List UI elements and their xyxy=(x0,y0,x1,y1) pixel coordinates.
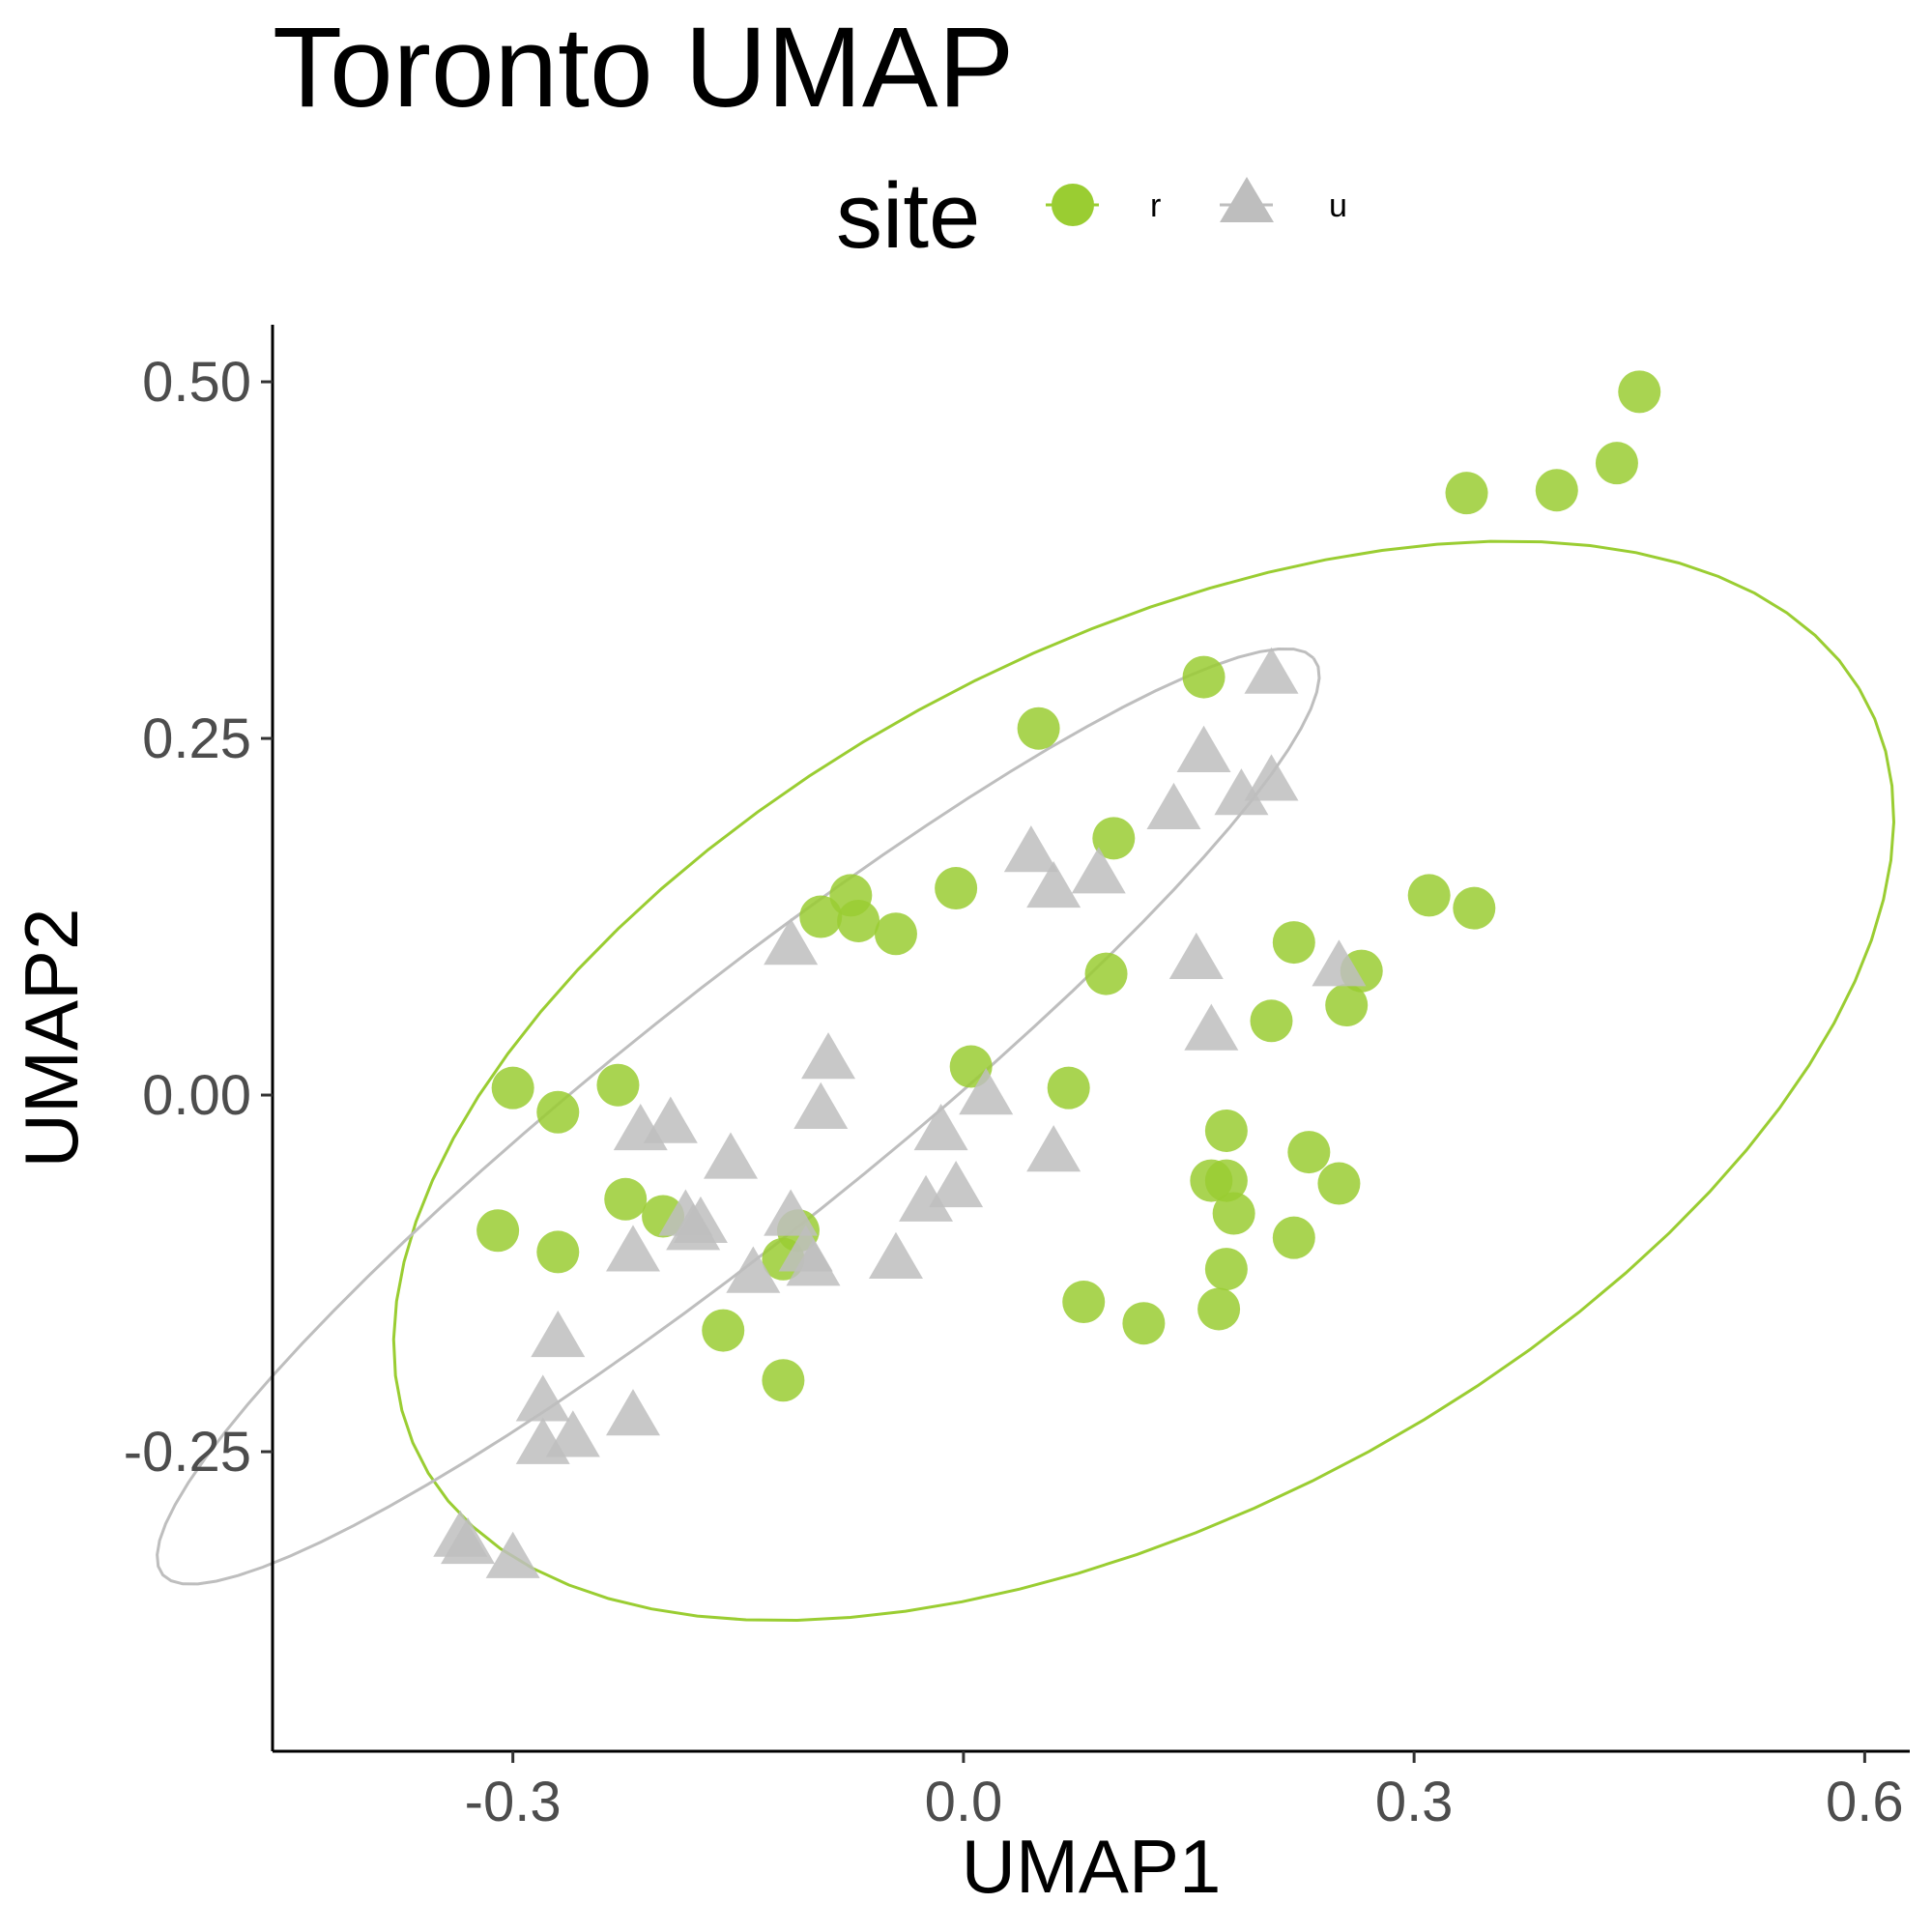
x-tick-label: 0.0 xyxy=(925,1771,1003,1833)
point-r xyxy=(1317,1162,1361,1205)
point-r xyxy=(1122,1302,1166,1345)
point-u xyxy=(605,1389,660,1436)
point-r xyxy=(1445,472,1488,515)
point-u xyxy=(1146,782,1201,829)
ellipse-u xyxy=(156,647,1321,1586)
point-u xyxy=(959,1068,1014,1115)
point-r xyxy=(1204,1109,1248,1152)
point-r xyxy=(1047,1066,1090,1110)
point-u xyxy=(726,1246,781,1293)
point-u xyxy=(1003,825,1058,873)
x-tick-label: 0.6 xyxy=(1826,1771,1904,1833)
point-r xyxy=(1453,886,1496,930)
point-u xyxy=(764,918,819,966)
point-u xyxy=(605,1225,660,1272)
point-u xyxy=(531,1310,586,1358)
point-r xyxy=(1182,655,1226,699)
point-r xyxy=(596,1063,640,1107)
x-axis-ticks: -0.3 0.0 0.3 0.6 xyxy=(465,1751,1904,1833)
legend: site r u xyxy=(836,164,1347,268)
point-u xyxy=(1244,647,1299,694)
point-u xyxy=(868,1231,923,1279)
point-u xyxy=(764,1189,819,1236)
point-r xyxy=(1212,1192,1255,1235)
point-r xyxy=(1595,442,1638,485)
point-r xyxy=(1062,1281,1106,1324)
point-u xyxy=(545,1410,600,1457)
point-r xyxy=(1272,921,1315,965)
point-r xyxy=(837,899,880,942)
point-u xyxy=(1214,768,1269,816)
y-axis-ticks: -0.25 0.00 0.25 0.50 xyxy=(124,351,273,1484)
point-r xyxy=(1407,874,1451,917)
point-r xyxy=(1325,984,1369,1027)
point-r xyxy=(1204,1248,1248,1291)
point-r xyxy=(604,1177,648,1221)
ellipse-r xyxy=(391,539,1896,1623)
point-u xyxy=(1026,861,1081,908)
x-tick-label: 0.3 xyxy=(1375,1771,1454,1833)
point-r xyxy=(1017,706,1060,750)
point-r xyxy=(1197,1287,1241,1331)
point-u xyxy=(1184,1003,1239,1051)
data-points xyxy=(433,370,1661,1578)
point-u xyxy=(1026,1125,1081,1172)
legend-key-u xyxy=(1220,177,1274,222)
point-u xyxy=(433,1510,488,1557)
legend-label-u: u xyxy=(1329,187,1347,224)
point-u xyxy=(1071,847,1126,894)
point-r xyxy=(1250,999,1293,1043)
legend-title: site xyxy=(836,164,980,268)
legend-key-r xyxy=(1046,184,1099,226)
point-r xyxy=(1092,817,1136,860)
point-r xyxy=(799,895,843,938)
point-u xyxy=(929,1160,984,1208)
point-r xyxy=(1618,370,1661,414)
x-axis-title: UMAP1 xyxy=(962,1824,1222,1909)
y-tick-label: 0.00 xyxy=(142,1064,251,1127)
point-r xyxy=(935,867,978,910)
point-u xyxy=(1168,932,1224,979)
point-r xyxy=(1272,1216,1315,1259)
point-u xyxy=(515,1374,570,1422)
point-u xyxy=(673,1196,728,1244)
point-u xyxy=(704,1132,759,1179)
chart-title: Toronto UMAP xyxy=(273,4,1014,131)
point-r xyxy=(874,912,917,956)
point-u xyxy=(643,1096,698,1143)
y-tick-label: 0.50 xyxy=(142,351,251,414)
y-axis-title: UMAP2 xyxy=(9,908,94,1168)
point-u xyxy=(1244,754,1299,801)
point-r xyxy=(476,1209,520,1253)
point-r xyxy=(1204,1159,1248,1202)
x-tick-label: -0.3 xyxy=(465,1771,562,1833)
point-u xyxy=(899,1174,954,1222)
y-tick-label: 0.25 xyxy=(142,707,251,770)
point-u xyxy=(1312,939,1367,987)
legend-label-r: r xyxy=(1150,187,1161,224)
point-r xyxy=(536,1090,580,1134)
y-tick-label: -0.25 xyxy=(124,1421,251,1484)
point-r xyxy=(491,1066,534,1110)
point-r xyxy=(1287,1131,1331,1174)
point-u xyxy=(801,1032,856,1080)
point-r xyxy=(1084,952,1128,995)
confidence-ellipses xyxy=(156,539,1896,1623)
point-u xyxy=(485,1531,540,1578)
point-r xyxy=(536,1230,580,1274)
point-r xyxy=(762,1359,805,1402)
point-r xyxy=(1535,469,1578,512)
point-r xyxy=(702,1309,745,1352)
point-u xyxy=(793,1081,849,1129)
point-u xyxy=(913,1103,968,1151)
point-u xyxy=(778,1225,833,1272)
point-u xyxy=(1176,725,1231,772)
